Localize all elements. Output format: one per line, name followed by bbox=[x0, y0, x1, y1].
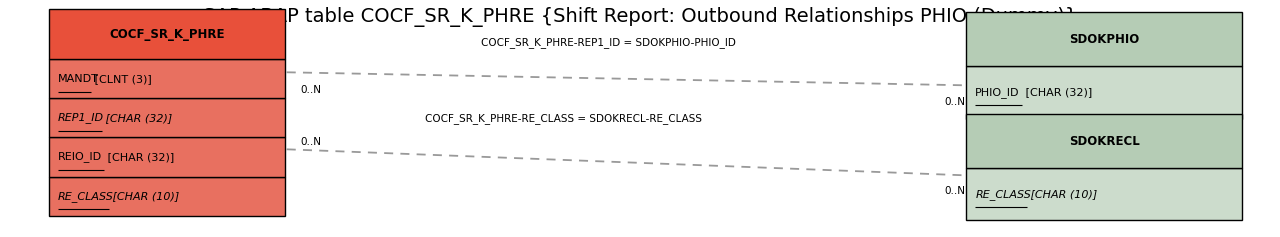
FancyBboxPatch shape bbox=[966, 12, 1242, 66]
Text: COCF_SR_K_PHRE-REP1_ID = SDOKPHIO-PHIO_ID: COCF_SR_K_PHRE-REP1_ID = SDOKPHIO-PHIO_I… bbox=[480, 37, 736, 48]
Text: SDOKRECL: SDOKRECL bbox=[1069, 135, 1139, 147]
FancyBboxPatch shape bbox=[49, 9, 285, 59]
Text: 0..N: 0..N bbox=[301, 137, 321, 147]
Text: REP1_ID: REP1_ID bbox=[58, 112, 104, 123]
Text: COCF_SR_K_PHRE-RE_CLASS = SDOKRECL-RE_CLASS: COCF_SR_K_PHRE-RE_CLASS = SDOKRECL-RE_CL… bbox=[425, 113, 701, 124]
FancyBboxPatch shape bbox=[966, 114, 1242, 168]
Text: COCF_SR_K_PHRE: COCF_SR_K_PHRE bbox=[109, 28, 225, 41]
Text: REIO_ID: REIO_ID bbox=[58, 151, 101, 163]
Text: 0..N: 0..N bbox=[945, 97, 965, 107]
FancyBboxPatch shape bbox=[966, 66, 1242, 118]
Text: SAP ABAP table COCF_SR_K_PHRE {Shift Report: Outbound Relationships PHIO (Dummy): SAP ABAP table COCF_SR_K_PHRE {Shift Rep… bbox=[202, 7, 1078, 27]
Text: [CLNT (3)]: [CLNT (3)] bbox=[91, 74, 151, 84]
Text: RE_CLASS: RE_CLASS bbox=[975, 189, 1032, 200]
Text: RE_CLASS: RE_CLASS bbox=[58, 191, 114, 202]
Text: [CHAR (10)]: [CHAR (10)] bbox=[109, 191, 179, 201]
Text: [CHAR (10)]: [CHAR (10)] bbox=[1027, 189, 1097, 199]
FancyBboxPatch shape bbox=[49, 137, 285, 177]
Text: 0..N: 0..N bbox=[301, 85, 321, 95]
Text: 0..N: 0..N bbox=[945, 186, 965, 196]
Text: [CHAR (32)]: [CHAR (32)] bbox=[1021, 87, 1092, 97]
Text: MANDT: MANDT bbox=[58, 74, 99, 84]
Text: PHIO_ID: PHIO_ID bbox=[975, 87, 1020, 98]
Text: [CHAR (32)]: [CHAR (32)] bbox=[102, 113, 173, 123]
FancyBboxPatch shape bbox=[49, 98, 285, 137]
FancyBboxPatch shape bbox=[49, 59, 285, 98]
Text: [CHAR (32)]: [CHAR (32)] bbox=[104, 152, 174, 162]
FancyBboxPatch shape bbox=[49, 177, 285, 216]
FancyBboxPatch shape bbox=[966, 168, 1242, 220]
Text: SDOKPHIO: SDOKPHIO bbox=[1069, 33, 1139, 46]
